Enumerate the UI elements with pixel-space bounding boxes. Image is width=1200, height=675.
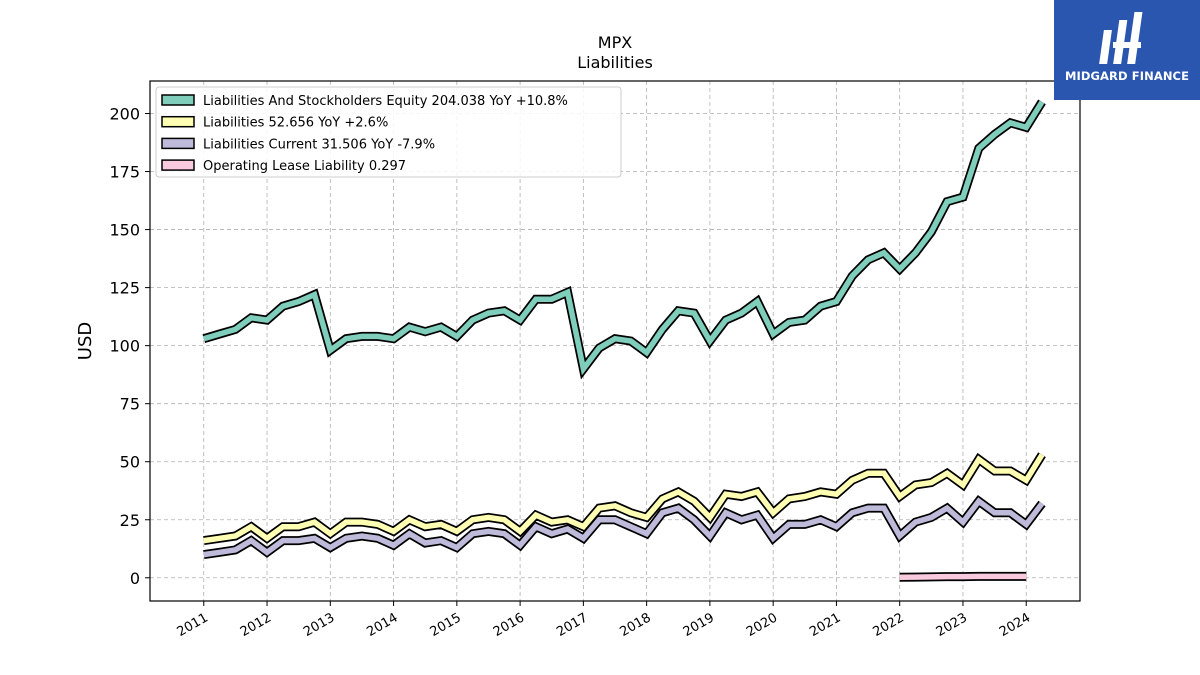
x-tick-label: 2024 <box>997 610 1033 640</box>
x-tick-label: 2014 <box>364 610 400 640</box>
brand-name: MIDGARD FINANCE <box>1064 69 1190 83</box>
midgard-logo-icon <box>1099 12 1143 64</box>
y-tick-label: 150 <box>109 221 140 240</box>
series-line-liabilities <box>203 452 1046 546</box>
legend-swatch <box>161 137 195 150</box>
x-tick-label: 2021 <box>807 610 843 640</box>
legend-entry: Operating Lease Liability 0.297 <box>203 159 406 174</box>
legend-box <box>155 86 622 178</box>
series-fill <box>203 453 1045 544</box>
series-line-liabilities-and-stockholders-equity <box>202 99 1046 380</box>
plot-frame <box>149 80 1081 602</box>
x-tick-label: 2011 <box>175 610 211 640</box>
y-tick-label: 125 <box>109 279 140 298</box>
legend: Liabilities And Stockholders Equity 204.… <box>155 86 622 178</box>
series-fill <box>899 573 1027 581</box>
legend-entry: Liabilities And Stockholders Equity 204.… <box>203 94 568 109</box>
x-tick-label: 2013 <box>301 610 337 640</box>
chart-subtitle: Liabilities <box>577 53 653 72</box>
series-fill <box>203 497 1045 558</box>
brand-logo: MIDGARD FINANCE <box>1054 0 1200 100</box>
series-lines <box>202 99 1046 582</box>
legend-entry: Liabilities Current 31.506 YoY -7.9% <box>203 137 435 152</box>
x-tick-label: 2020 <box>744 610 780 640</box>
y-tick-label: 200 <box>109 105 140 124</box>
x-tick-label: 2022 <box>871 610 907 640</box>
x-tick-label: 2016 <box>491 610 527 640</box>
legend-swatch <box>161 159 195 171</box>
chart-title: MPX <box>598 33 632 52</box>
legend-entry: Liabilities 52.656 YoY +2.6% <box>203 116 388 131</box>
series-fill <box>203 100 1045 376</box>
y-tick-label: 100 <box>109 337 140 356</box>
x-tick-label: 2012 <box>238 610 274 640</box>
x-tick-label: 2019 <box>681 610 717 640</box>
y-tick-label: 175 <box>109 163 140 182</box>
legend-swatch <box>161 115 195 128</box>
series-line-liabilities-current <box>203 494 1046 560</box>
x-ticks: 2011 2012 2013 2014 2015 2016 2017 2018 2019 2020… <box>175 601 1033 640</box>
series-line-operating-lease-liability <box>899 571 1027 582</box>
x-tick-label: 2015 <box>428 610 464 640</box>
y-ticks: 0 25 50 75 100 125 150 175 200 <box>109 105 150 588</box>
y-tick-label: 25 <box>120 511 140 530</box>
x-tick-label: 2018 <box>617 610 653 640</box>
y-axis-label: USD <box>75 322 96 360</box>
legend-swatch <box>161 94 195 106</box>
y-tick-label: 0 <box>130 569 140 588</box>
y-tick-label: 75 <box>120 395 140 414</box>
y-tick-label: 50 <box>120 453 140 472</box>
x-tick-label: 2023 <box>934 610 970 640</box>
x-tick-label: 2017 <box>554 610 590 640</box>
